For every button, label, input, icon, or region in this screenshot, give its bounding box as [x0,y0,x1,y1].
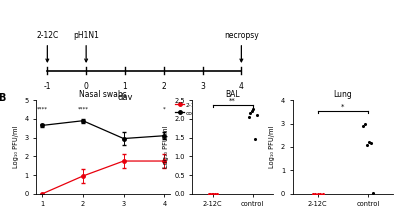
Y-axis label: Log₁₀ PFU/ml: Log₁₀ PFU/ml [163,126,169,168]
Point [249,110,255,113]
Title: Nasal swabs: Nasal swabs [79,90,127,99]
Point [245,115,252,119]
Text: 1: 1 [123,82,128,91]
Title: Lung: Lung [334,90,352,99]
Text: day: day [117,93,133,102]
Point [314,192,321,196]
Text: *: * [341,104,344,109]
Point [310,192,316,196]
Point [209,192,215,196]
Y-axis label: Log₁₀ PFU/ml: Log₁₀ PFU/ml [269,126,275,168]
Point [368,142,374,145]
Point [312,192,318,196]
Text: 2: 2 [161,82,166,91]
Text: *: * [163,106,166,111]
Text: pH1N1: pH1N1 [73,31,99,40]
Point [370,191,376,194]
Text: 3: 3 [200,82,205,91]
Point [364,143,370,146]
Point [210,192,217,196]
Point [320,192,326,196]
Point [247,112,253,115]
Point [317,192,324,196]
Text: 2-12C: 2-12C [36,31,59,40]
Text: 4: 4 [239,82,244,91]
Text: B: B [0,93,6,103]
Title: BAL: BAL [225,90,240,99]
Point [360,124,366,128]
Point [253,113,260,117]
Point [366,141,372,144]
Point [205,192,212,196]
Text: ****: **** [37,106,48,111]
Legend: 2-12C, control: 2-12C, control [173,100,209,118]
Point [207,192,213,196]
Text: **: ** [229,98,236,104]
Text: -1: -1 [44,82,51,91]
Text: necropsy: necropsy [224,31,259,40]
Point [212,192,218,196]
Point [250,108,257,111]
Text: 0: 0 [84,82,89,91]
Y-axis label: Log₁₀ PFU/ml: Log₁₀ PFU/ml [13,126,18,168]
Point [362,122,368,125]
Point [252,138,258,141]
Text: ****: **** [77,106,88,111]
Point [213,192,220,196]
